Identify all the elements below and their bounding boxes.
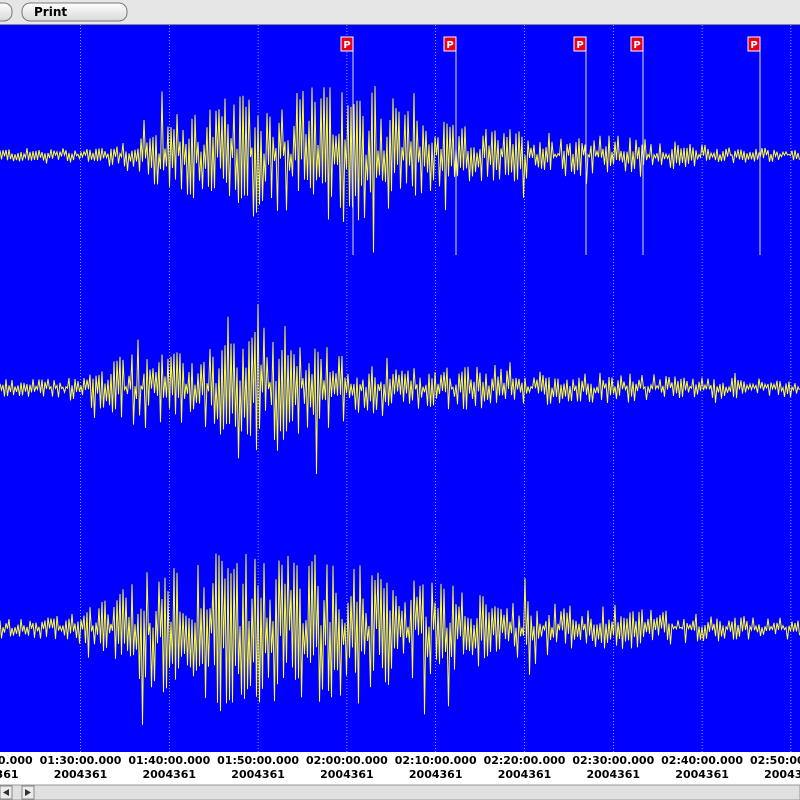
waveform <box>0 86 800 253</box>
day-label: 2004361 <box>54 768 108 781</box>
print-button-label[interactable]: Print <box>34 5 67 19</box>
pick-label: P <box>633 40 640 51</box>
waveform <box>0 304 800 474</box>
day-label: 2004361 <box>498 768 552 781</box>
day-label: 2004361 <box>320 768 374 781</box>
time-label: 02:40:00.000 <box>661 754 743 767</box>
time-label: 02:50:00.000 <box>750 754 800 767</box>
scroll-arrow <box>3 789 9 796</box>
toolbar-button[interactable] <box>0 2 13 22</box>
scrollbar[interactable] <box>0 784 800 800</box>
time-label: 01:50:00.000 <box>217 754 299 767</box>
day-label: 2004361 <box>231 768 285 781</box>
day-label: 2004361 <box>764 768 800 781</box>
time-label: 02:10:00.000 <box>395 754 477 767</box>
day-label: 2004361 <box>0 768 18 781</box>
pick-label: P <box>576 40 583 51</box>
time-label: 02:20:00.000 <box>484 754 566 767</box>
time-label: 01:30:00.000 <box>40 754 122 767</box>
scroll-arrow <box>25 789 31 796</box>
time-label: 02:00:00.000 <box>306 754 388 767</box>
print-button[interactable] <box>21 2 128 22</box>
day-label: 2004361 <box>143 768 197 781</box>
waveform <box>0 553 800 725</box>
pick-label: P <box>343 40 350 51</box>
day-label: 2004361 <box>409 768 463 781</box>
time-axis <box>0 752 800 785</box>
time-label: 02:30:00.000 <box>572 754 654 767</box>
traces <box>0 86 800 725</box>
pick-flag <box>630 36 644 52</box>
time-label: 01:20:00.000 <box>0 754 33 767</box>
pick-flag <box>443 36 457 52</box>
day-label: 2004361 <box>675 768 729 781</box>
day-label: 2004361 <box>587 768 641 781</box>
time-label: 01:40:00.000 <box>128 754 210 767</box>
toolbar <box>0 0 800 25</box>
time-labels: 01:20:00.000200436101:30:00.000200436101… <box>0 754 800 781</box>
pick-flag <box>747 36 761 52</box>
pick-label: P <box>750 40 757 51</box>
pick-flag <box>340 36 354 52</box>
pick-flag <box>573 36 587 52</box>
pick-label: P <box>446 40 453 51</box>
